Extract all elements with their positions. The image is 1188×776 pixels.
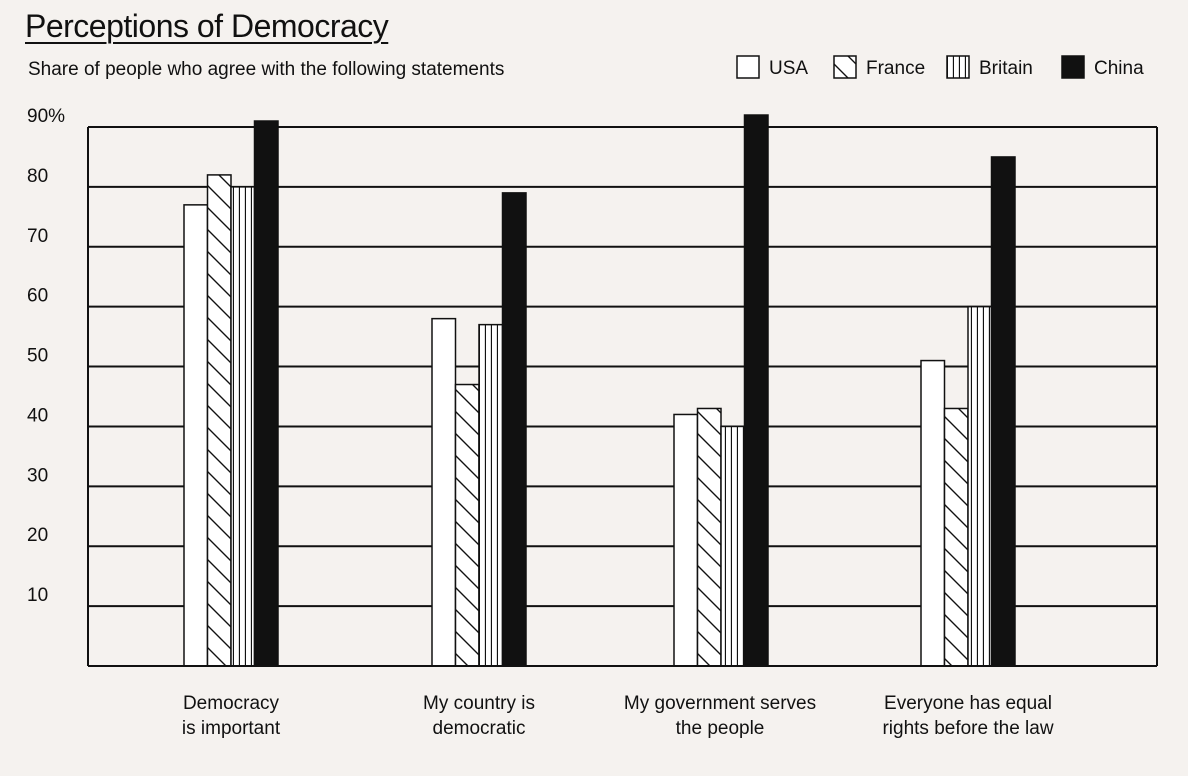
bar-china-2	[743, 114, 769, 667]
legend-swatch-britain	[946, 55, 970, 79]
legend-swatch-china	[1061, 55, 1085, 79]
category-label: Democracy	[183, 693, 280, 714]
bar-china-3	[990, 156, 1016, 667]
y-tick-label: 90%	[27, 106, 65, 127]
bar-britain-0	[230, 186, 256, 667]
y-axis-labels: 90% 80 70 60 50 40 30 20 10	[27, 106, 65, 606]
y-tick-label: 70	[27, 226, 48, 247]
bar-britain-1	[478, 323, 504, 667]
category-label: My country is	[423, 693, 535, 714]
category-label: democratic	[433, 718, 526, 739]
legend-label-france: France	[866, 58, 925, 79]
y-tick-label: 60	[27, 286, 48, 307]
bar-usa-1	[431, 317, 457, 667]
y-tick-label: 50	[27, 346, 48, 367]
category-label: rights before the law	[882, 718, 1053, 739]
legend-label-usa: USA	[769, 58, 808, 79]
legend-swatch-usa	[736, 55, 760, 79]
bar-britain-3	[967, 305, 993, 667]
chart-subtitle: Share of people who agree with the follo…	[28, 59, 505, 80]
category-label: My government serves	[624, 693, 816, 714]
bar-france-1	[454, 383, 480, 667]
bar-france-2	[696, 407, 722, 667]
legend: USA France Britain China	[736, 55, 1144, 79]
chart-title: Perceptions of Democracy	[25, 8, 389, 44]
bar-usa-3	[920, 359, 946, 667]
plot-frame	[87, 127, 1158, 667]
legend-label-britain: Britain	[979, 58, 1033, 79]
bar-france-0	[206, 174, 232, 667]
legend-swatch-france	[833, 55, 857, 79]
bar-britain-2	[720, 425, 746, 667]
legend-label-china: China	[1094, 58, 1144, 79]
bar-china-1	[501, 192, 527, 667]
y-tick-label: 30	[27, 465, 48, 486]
bar-usa-2	[673, 413, 699, 667]
x-axis-labels: Democracy is important My country is democr…	[182, 693, 1054, 739]
y-tick-label: 10	[27, 585, 48, 606]
y-tick-label: 40	[27, 405, 48, 426]
category-label: Everyone has equal	[884, 693, 1052, 714]
y-tick-label: 80	[27, 166, 48, 187]
bar-usa-0	[183, 204, 209, 667]
bar-france-3	[943, 407, 969, 667]
category-label: the people	[676, 718, 765, 739]
category-label: is important	[182, 718, 281, 739]
y-tick-label: 20	[27, 525, 48, 546]
bars	[183, 114, 1016, 667]
bar-china-0	[253, 120, 279, 667]
